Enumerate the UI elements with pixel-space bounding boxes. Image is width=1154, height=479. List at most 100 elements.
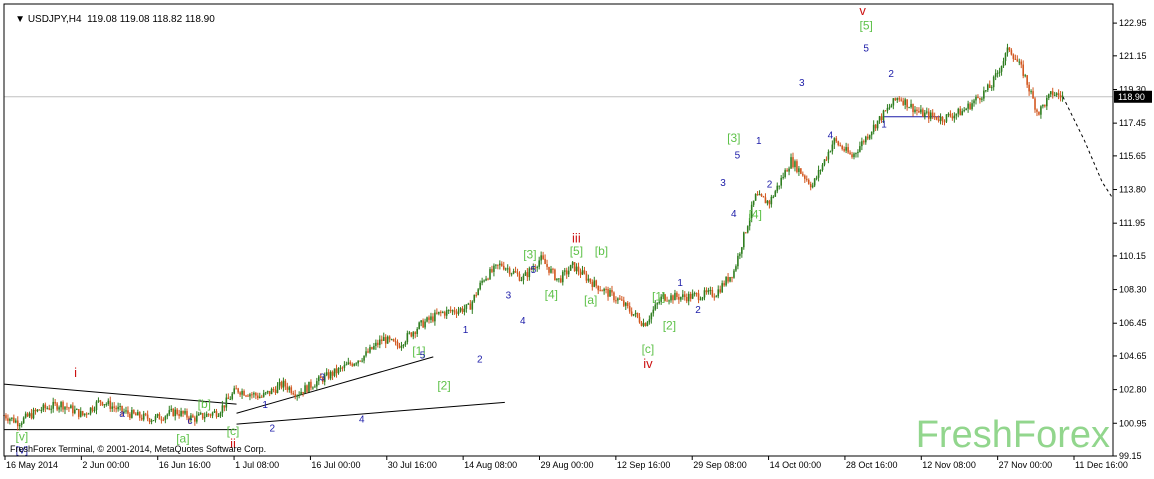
dropdown-triangle-icon[interactable]: ▼ (15, 14, 28, 25)
candle-body (146, 414, 149, 419)
trend-line (3, 383, 237, 405)
candle-body (874, 124, 877, 129)
candle-body (72, 405, 74, 414)
wave-label: [a] (176, 431, 189, 445)
candle-body (815, 177, 818, 179)
wave-label: [4] (749, 208, 762, 222)
wave-label: 4 (828, 131, 834, 142)
wave-label: [4] (545, 288, 558, 302)
candle-body (776, 185, 779, 192)
candle-body (426, 317, 428, 322)
x-tick-label: 14 Aug 08:00 (464, 460, 517, 470)
candle-body (884, 110, 887, 112)
candle-body (160, 419, 163, 421)
candle-body (1049, 91, 1052, 95)
candle-body (296, 395, 298, 397)
candle-body (237, 388, 239, 393)
candle-body (859, 146, 861, 152)
candle-body (396, 341, 399, 347)
candle-body (9, 418, 11, 421)
candle-body (467, 303, 470, 305)
y-tick-label: 99.15 (1119, 451, 1142, 461)
candle-body (849, 152, 851, 155)
candle-body (624, 302, 627, 306)
candle-body (735, 266, 737, 271)
candle-body (32, 409, 35, 419)
wave-label: [b] (595, 244, 608, 258)
candle-body (721, 283, 723, 293)
wave-label: [2] (663, 319, 676, 333)
candle-body (211, 412, 214, 416)
plot-frame (3, 3, 1114, 457)
candle-body (38, 409, 41, 411)
candle-body (900, 99, 903, 101)
candle-body (1046, 97, 1048, 107)
candle-body (866, 136, 869, 139)
candle-body (886, 107, 889, 111)
candle-body (1042, 104, 1044, 107)
candle-body (270, 388, 273, 395)
candle-body (1061, 95, 1064, 98)
candle-body (404, 342, 407, 345)
candle-body (1055, 93, 1058, 96)
wave-label: 5 (531, 265, 537, 276)
candle-body (7, 418, 9, 421)
candle-body (284, 380, 287, 387)
candle-body (278, 382, 281, 386)
candle-body (851, 154, 853, 158)
candle-body (878, 116, 881, 121)
candle-body (746, 226, 749, 233)
candle-body (103, 404, 106, 406)
candle-body (469, 303, 472, 310)
candle-body (377, 342, 379, 345)
candle-body (963, 110, 965, 112)
candle-body (550, 268, 552, 273)
candle-body (410, 332, 413, 337)
candle-body (579, 272, 582, 275)
brand-watermark: FreshForex (915, 414, 1110, 456)
candle-body (813, 178, 816, 186)
candle-body (341, 367, 344, 369)
candle-body (967, 103, 969, 109)
candle-body (536, 266, 539, 268)
candle-body (892, 98, 895, 106)
x-tick-label: 28 Oct 16:00 (846, 460, 898, 470)
wave-label: 1 (463, 325, 469, 336)
candle-body (213, 411, 216, 413)
candle-body (223, 405, 226, 408)
candle-body (743, 232, 745, 248)
candle-body (1053, 95, 1056, 97)
candle-body (162, 419, 165, 421)
candle-body (192, 415, 194, 418)
candle-body (981, 98, 983, 100)
candle-body (506, 268, 509, 270)
candle-body (276, 385, 279, 394)
candle-body (868, 135, 871, 139)
candle-body (603, 288, 605, 292)
x-tick-label: 16 Jun 16:00 (159, 460, 211, 470)
wave-label: 4 (520, 316, 526, 327)
candle-body (1026, 75, 1028, 85)
wave-label: ii (230, 436, 236, 451)
candle-body (918, 110, 920, 113)
candle-body (821, 164, 824, 171)
candle-body (136, 412, 139, 416)
candle-body (894, 98, 897, 101)
candle-body (947, 113, 950, 115)
wave-label: [1] (412, 344, 425, 358)
candle-body (373, 345, 375, 350)
candle-body (414, 332, 417, 334)
candle-body (622, 300, 625, 306)
candle-body (870, 131, 873, 136)
candle-body (739, 253, 741, 256)
candle-body (251, 394, 253, 396)
candle-body (774, 191, 777, 197)
candle-body (922, 109, 924, 117)
x-tick-label: 29 Aug 00:00 (541, 460, 594, 470)
candle-body (804, 175, 806, 179)
candle-body (524, 272, 527, 276)
candle-body (148, 418, 151, 422)
candle-body (302, 391, 304, 394)
candle-body (811, 185, 814, 188)
candle-body (802, 173, 804, 176)
